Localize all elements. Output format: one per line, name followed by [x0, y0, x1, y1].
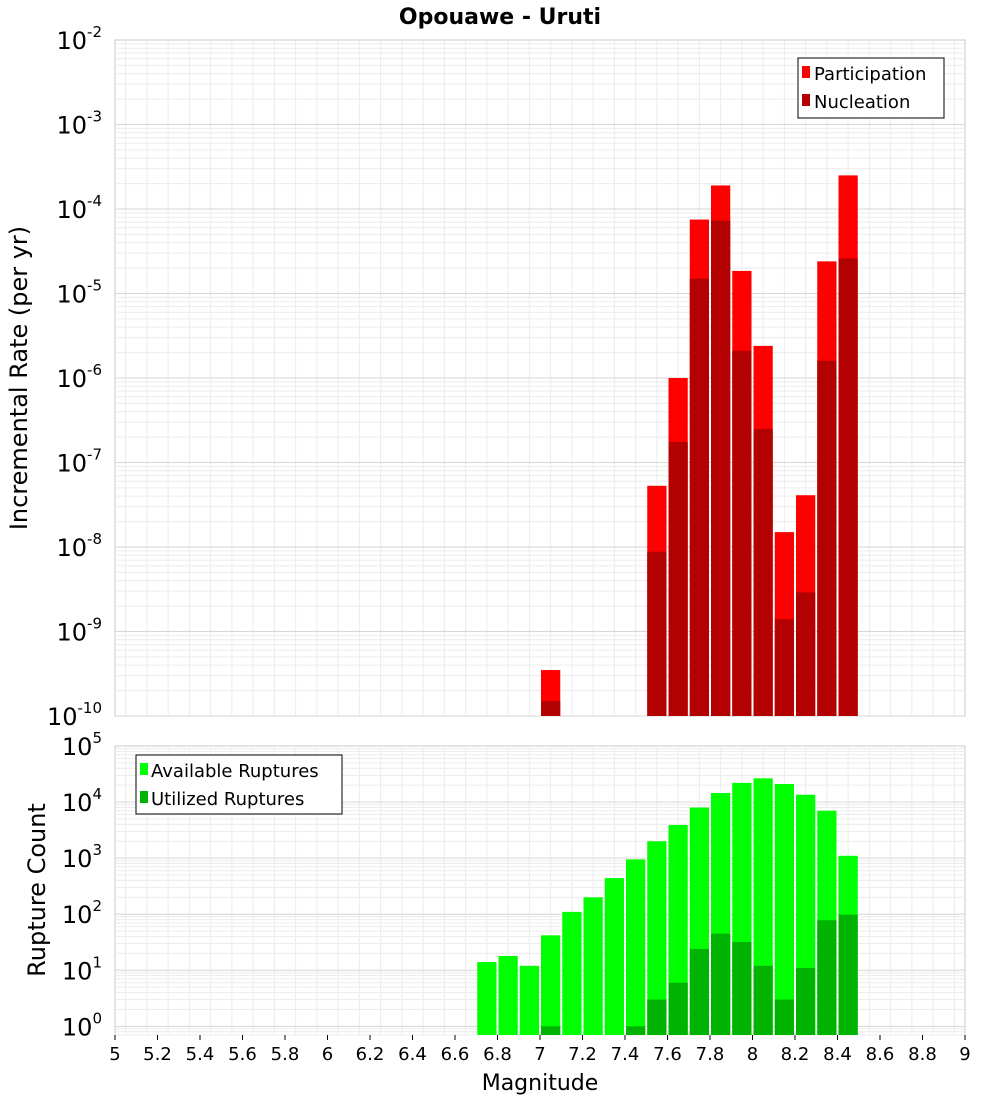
rate-panel: 10-10 10-9 10-8 10-7 10-6 10-5 10-4 10-3 10-2 In…	[5, 23, 966, 731]
rupture-bar-utilized-ruptures	[541, 1026, 561, 1035]
rate-y-tick-label: 10-8	[56, 530, 102, 562]
rupture-y-tick-label: 101	[62, 953, 102, 985]
rate-y-tick-label: 10-2	[56, 23, 102, 55]
rupture-y-ticks: 100 101 102 103 104 105	[62, 729, 102, 1041]
rupture-legend-box	[135, 754, 343, 815]
x-tick-label: 5.4	[186, 1044, 215, 1065]
chart-title: Opouawe - Uruti	[399, 5, 601, 30]
rupture-bar-available-ruptures	[498, 955, 518, 1035]
rate-bar-nucleation	[541, 701, 561, 716]
rupture-bar-utilized-ruptures	[732, 941, 752, 1035]
rate-y-tick-label: 10-3	[56, 108, 102, 140]
x-tick-label: 5.2	[143, 1044, 172, 1065]
rupture-bar-utilized-ruptures	[796, 967, 816, 1035]
rupture-bar-utilized-ruptures	[689, 948, 709, 1035]
rate-y-tick-label: 10-6	[56, 361, 102, 393]
legend-utilized-swatch	[140, 791, 148, 803]
rupture-bar-utilized-ruptures	[626, 1026, 646, 1035]
rupture-y-axis-label: Rupture Count	[23, 803, 51, 977]
rupture-bar-utilized-ruptures	[668, 982, 688, 1035]
x-tick-label: 8.6	[866, 1044, 895, 1065]
rupture-bar-utilized-ruptures	[753, 965, 773, 1035]
x-tick-label: 8	[747, 1044, 758, 1065]
x-tick-label: 9	[959, 1044, 970, 1065]
rupture-bars	[477, 778, 858, 1035]
rupture-y-tick-label: 104	[62, 785, 102, 817]
rupture-bar-available-ruptures	[626, 859, 646, 1035]
rate-bars	[541, 175, 858, 717]
rate-bar-nucleation	[796, 592, 816, 716]
rupture-bar-utilized-ruptures	[774, 999, 794, 1035]
rupture-y-tick-label: 102	[62, 897, 102, 929]
rate-y-ticks: 10-10 10-9 10-8 10-7 10-6 10-5 10-4 10-3 10-2	[47, 23, 102, 731]
rupture-bar-available-ruptures	[562, 911, 582, 1035]
rupture-bar-utilized-ruptures	[817, 920, 837, 1035]
rupture-bar-available-ruptures	[604, 878, 624, 1035]
x-tick-label: 6.6	[441, 1044, 470, 1065]
rupture-bar-available-ruptures	[541, 935, 561, 1035]
rate-bar-nucleation	[838, 258, 858, 716]
x-tick-label: 7.2	[568, 1044, 597, 1065]
x-tick-label: 6.2	[356, 1044, 385, 1065]
rate-bar-nucleation	[732, 350, 752, 716]
x-tick-label: 6	[322, 1044, 333, 1065]
rate-bar-nucleation	[647, 551, 667, 716]
rate-y-tick-label: 10-4	[56, 192, 102, 224]
legend-available-swatch	[140, 763, 148, 775]
x-tick-label: 7.8	[696, 1044, 725, 1065]
rupture-bar-available-ruptures	[668, 824, 688, 1035]
rupture-bar-available-ruptures	[583, 897, 603, 1035]
rate-y-tick-label: 10-7	[56, 446, 102, 478]
rupture-count-panel: 100 101 102 103 104 105 5 5.2 5.4 5.6 5.8 6 6.2 6.4 6…	[23, 729, 971, 1096]
x-tick-label: 5.6	[228, 1044, 257, 1065]
x-tick-label: 8.4	[823, 1044, 852, 1065]
rate-y-tick-label: 10-5	[56, 277, 102, 309]
rupture-bar-utilized-ruptures	[647, 999, 667, 1035]
rupture-bar-utilized-ruptures	[838, 914, 858, 1035]
x-tick-label: 6.8	[483, 1044, 512, 1065]
legend-nucleation-label: Nucleation	[814, 92, 910, 113]
rate-bar-nucleation	[817, 360, 837, 716]
legend-available-label: Available Ruptures	[151, 761, 319, 782]
rate-y-tick-label: 10-9	[56, 615, 102, 647]
x-tick-label: 7	[534, 1044, 545, 1065]
x-tick-label: 5	[109, 1044, 120, 1065]
rate-y-axis-label: Incremental Rate (per yr)	[5, 226, 33, 530]
rate-bar-nucleation	[711, 220, 731, 716]
rupture-y-tick-label: 103	[62, 841, 102, 873]
x-tick-label: 8.2	[781, 1044, 810, 1065]
rate-bar-nucleation	[689, 278, 709, 716]
x-ticks: 5 5.2 5.4 5.6 5.8 6 6.2 6.4 6.6 6.8 7 7.2 7.4 7.6 7.8 8…	[109, 1035, 971, 1065]
legend-participation-label: Participation	[814, 64, 926, 85]
rupture-y-tick-label: 100	[62, 1009, 102, 1041]
rupture-bar-utilized-ruptures	[711, 933, 731, 1035]
x-tick-label: 6.4	[398, 1044, 427, 1065]
rate-legend: Participation Nucleation	[797, 57, 945, 119]
rate-bar-nucleation	[753, 428, 773, 716]
x-axis-label: Magnitude	[482, 1071, 599, 1096]
rupture-bar-available-ruptures	[477, 962, 497, 1035]
x-tick-label: 7.4	[611, 1044, 640, 1065]
legend-utilized-label: Utilized Ruptures	[151, 789, 304, 810]
rate-y-tick-label: 10-10	[47, 699, 102, 731]
rupture-legend: Available Ruptures Utilized Ruptures	[135, 754, 343, 815]
rupture-bar-available-ruptures	[647, 841, 667, 1035]
x-tick-label: 5.8	[271, 1044, 300, 1065]
x-tick-label: 8.8	[908, 1044, 937, 1065]
x-tick-label: 7.6	[653, 1044, 682, 1065]
legend-nucleation-swatch	[802, 94, 810, 106]
rupture-bar-available-ruptures	[774, 783, 794, 1035]
legend-participation-swatch	[802, 66, 810, 78]
rate-bar-nucleation	[774, 619, 794, 716]
rupture-y-tick-label: 105	[62, 729, 102, 761]
rate-bar-nucleation	[668, 441, 688, 716]
rate-legend-box	[797, 57, 945, 119]
rupture-bar-available-ruptures	[519, 965, 539, 1035]
